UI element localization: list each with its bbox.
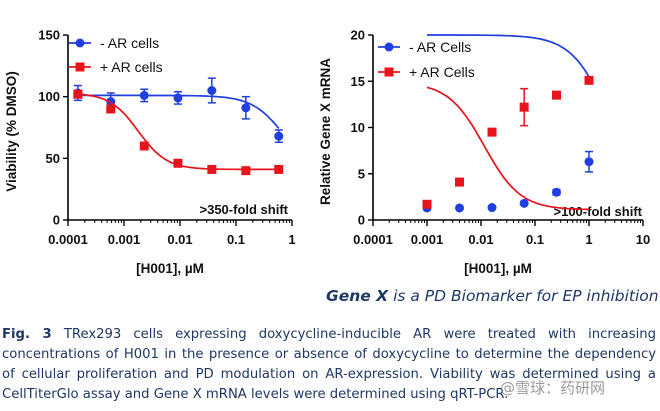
caption-label: Fig. 3 bbox=[2, 327, 52, 342]
y-tick-label: 10 bbox=[351, 120, 365, 135]
data-point bbox=[139, 141, 149, 151]
x-tick-label: 0.1 bbox=[526, 232, 544, 247]
data-point bbox=[519, 198, 529, 208]
y-tick-label: 150 bbox=[38, 28, 60, 43]
x-tick-label: 0.01 bbox=[468, 232, 493, 247]
y-tick-label: 0 bbox=[53, 213, 60, 228]
x-axis-label: [H001], µM bbox=[136, 261, 204, 276]
data-point bbox=[584, 75, 594, 85]
data-point bbox=[106, 104, 116, 114]
data-point bbox=[519, 102, 529, 112]
fold-shift-annotation: >350-fold shift bbox=[200, 202, 289, 217]
y-tick-label: 0 bbox=[358, 213, 365, 228]
viability-chart: 0 50 100 150 0.0001 0.001 0.01 0.1 1 Viability (%… bbox=[4, 28, 296, 277]
data-point bbox=[551, 90, 561, 100]
data-point bbox=[487, 127, 497, 137]
y-tick-label: 50 bbox=[46, 151, 60, 166]
data-point bbox=[274, 164, 284, 174]
figure-caption: Fig. 3 TRex293 cells expressing doxycycl… bbox=[2, 325, 656, 405]
y-axis-label: Viability (% DMSO) bbox=[4, 71, 19, 192]
y-tick-label: 100 bbox=[38, 89, 60, 104]
legend-label: - AR cells bbox=[100, 35, 159, 51]
watermark: @雪球：药研网 bbox=[500, 379, 606, 397]
fit-curve bbox=[427, 34, 590, 78]
caption-text: TRex293 cells expressing doxycycline-ind… bbox=[2, 327, 656, 402]
legend-marker bbox=[384, 67, 394, 77]
subtitle-gene: Gene X bbox=[326, 287, 389, 305]
fold-shift-annotation: >100-fold shift bbox=[554, 204, 643, 219]
data-point bbox=[455, 177, 465, 187]
y-tick-label: 20 bbox=[351, 28, 365, 43]
data-point bbox=[73, 89, 83, 99]
y-tick-label: 15 bbox=[351, 74, 365, 89]
legend-label: + AR cells bbox=[100, 59, 163, 75]
x-tick-label: 1 bbox=[288, 232, 295, 247]
data-point bbox=[455, 203, 465, 213]
gene-x-mrna-chart: 0 5 10 15 20 0.0001 0.001 0.01 0.1 1 10 Relative Ge… bbox=[318, 28, 650, 277]
legend-label: + AR Cells bbox=[409, 64, 475, 80]
legend-marker bbox=[75, 62, 85, 72]
legend-label: - AR Cells bbox=[409, 39, 471, 55]
x-tick-label: 0.01 bbox=[167, 232, 192, 247]
data-point bbox=[487, 203, 497, 213]
data-point bbox=[207, 86, 217, 95]
data-point bbox=[241, 103, 251, 113]
y-tick-label: 5 bbox=[358, 166, 365, 181]
data-point bbox=[551, 187, 561, 197]
data-point bbox=[422, 199, 432, 209]
data-point bbox=[241, 166, 251, 176]
x-tick-label: 1 bbox=[585, 232, 592, 247]
x-axis-label: [H001], µM bbox=[464, 261, 532, 276]
x-tick-label: 10 bbox=[636, 232, 650, 247]
data-point bbox=[173, 93, 183, 103]
data-point bbox=[207, 164, 217, 174]
x-tick-label: 0.1 bbox=[227, 232, 245, 247]
data-point bbox=[139, 90, 149, 100]
data-point bbox=[274, 131, 284, 141]
data-point bbox=[584, 157, 594, 167]
data-point bbox=[173, 158, 183, 168]
subtitle-rest: is a PD Biomarker for EP inhibition bbox=[388, 287, 659, 305]
x-tick-label: 0.0001 bbox=[48, 232, 88, 247]
legend-marker bbox=[384, 42, 394, 52]
figure-subtitle: Gene X is a PD Biomarker for EP inhibiti… bbox=[326, 287, 659, 305]
legend-marker bbox=[75, 38, 85, 48]
x-tick-label: 0.001 bbox=[108, 232, 141, 247]
x-tick-label: 0.001 bbox=[411, 232, 444, 247]
fit-curve bbox=[426, 86, 589, 211]
y-axis-label: Relative Gene X mRNA bbox=[318, 58, 333, 205]
x-tick-label: 0.0001 bbox=[353, 232, 393, 247]
